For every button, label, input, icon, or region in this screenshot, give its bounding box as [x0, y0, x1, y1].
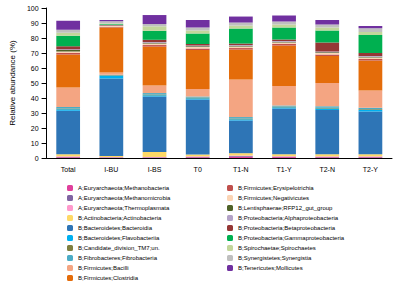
svg-text:B;Lentisphaerae;RFP12_gut_grou: B;Lentisphaerae;RFP12_gut_group — [238, 205, 333, 211]
svg-text:100: 100 — [27, 5, 39, 12]
svg-text:B;Tenericutes;Mollicutes: B;Tenericutes;Mollicutes — [238, 265, 303, 271]
svg-text:80: 80 — [31, 35, 39, 42]
svg-text:T2-Y: T2-Y — [363, 166, 379, 173]
svg-text:0: 0 — [35, 155, 39, 162]
svg-text:B;Proteobacteria;Betaproteobac: B;Proteobacteria;Betaproteobacteria — [238, 225, 336, 231]
svg-text:B;Firmicutes;Negativicutes: B;Firmicutes;Negativicutes — [238, 195, 309, 201]
svg-text:B;Candidate_division_TM7;un.: B;Candidate_division_TM7;un. — [78, 245, 160, 251]
svg-text:50: 50 — [31, 80, 39, 87]
svg-text:B;Proteobacteria;Gammaproteoba: B;Proteobacteria;Gammaproteobacteria — [238, 235, 345, 241]
svg-text:20: 20 — [31, 125, 39, 132]
svg-text:A;Euryarchaeota;Thermoplasmata: A;Euryarchaeota;Thermoplasmata — [78, 205, 170, 211]
svg-text:B;Firmicutes;Clostridia: B;Firmicutes;Clostridia — [78, 275, 139, 281]
svg-text:A;Euryarchaeota;Methanobacteri: A;Euryarchaeota;Methanobacteria — [78, 185, 170, 191]
svg-text:I-BS: I-BS — [148, 166, 162, 173]
svg-text:B;Firmicutes;Erysipelotrichia: B;Firmicutes;Erysipelotrichia — [238, 185, 314, 191]
svg-text:B;Bacteroidetes;Bacteroidia: B;Bacteroidetes;Bacteroidia — [78, 225, 153, 231]
svg-text:10: 10 — [31, 140, 39, 147]
svg-text:B;Spirochaetae;Spirochaetes: B;Spirochaetae;Spirochaetes — [238, 245, 316, 251]
svg-text:B;Bacteroidetes;Flavobacteriia: B;Bacteroidetes;Flavobacteriia — [78, 235, 160, 241]
svg-text:A;Euryarchaeota;Methanomicrobi: A;Euryarchaeota;Methanomicrobia — [78, 195, 171, 201]
svg-text:Total: Total — [61, 166, 76, 173]
svg-text:B;Firmicutes;Bacilli: B;Firmicutes;Bacilli — [78, 265, 129, 271]
svg-text:30: 30 — [31, 110, 39, 117]
svg-text:B;Fibrobacteres;Fibrobacteria: B;Fibrobacteres;Fibrobacteria — [78, 255, 158, 261]
svg-text:B;Proteobacteria;Alphaproteoba: B;Proteobacteria;Alphaproteobacteria — [238, 215, 339, 221]
svg-text:40: 40 — [31, 95, 39, 102]
svg-text:90: 90 — [31, 20, 39, 27]
svg-text:T2-N: T2-N — [319, 166, 335, 173]
svg-text:Relative abundance (%): Relative abundance (%) — [8, 40, 17, 126]
svg-text:60: 60 — [31, 65, 39, 72]
svg-text:B;Actinobacteria;Actinobacteri: B;Actinobacteria;Actinobacteria — [78, 215, 162, 221]
svg-text:70: 70 — [31, 50, 39, 57]
svg-text:B;Synergistetes;Synergistia: B;Synergistetes;Synergistia — [238, 255, 312, 261]
svg-text:T1-Y: T1-Y — [276, 166, 292, 173]
svg-text:T0: T0 — [194, 166, 202, 173]
svg-text:T1-N: T1-N — [233, 166, 249, 173]
svg-text:I-BU: I-BU — [104, 166, 118, 173]
